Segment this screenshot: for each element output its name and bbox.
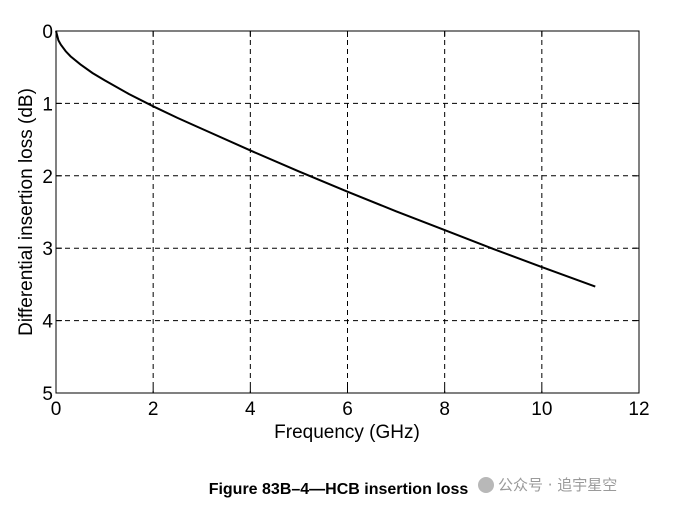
x-tick-label: 10 (531, 399, 552, 420)
figure-caption: Figure 83B–4—HCB insertion loss (208, 481, 469, 498)
y-tick-label: 3 (42, 239, 53, 260)
y-tick-label: 1 (42, 94, 53, 115)
y-axis-title: Differential insertion loss (dB) (16, 88, 37, 336)
y-tick-label: 4 (42, 312, 53, 333)
series-line (55, 30, 596, 288)
x-tick-label: 12 (628, 399, 649, 420)
x-tick-label: 2 (148, 399, 159, 420)
watermark-text: 公众号 · 追宇星空 (498, 476, 618, 494)
watermark: 公众号 · 追宇星空 (478, 474, 617, 495)
x-axis-title: Frequency (GHz) (274, 422, 420, 443)
y-tick-label: 0 (42, 22, 53, 43)
x-tick-label: 6 (342, 399, 353, 420)
wechat-icon (478, 476, 494, 493)
x-tick-label: 4 (245, 399, 256, 420)
grid (56, 31, 639, 393)
y-tick-label: 5 (42, 384, 53, 405)
x-tick-label: 8 (439, 399, 450, 420)
x-tick-label: 0 (51, 399, 62, 420)
y-tick-label: 2 (42, 167, 53, 188)
